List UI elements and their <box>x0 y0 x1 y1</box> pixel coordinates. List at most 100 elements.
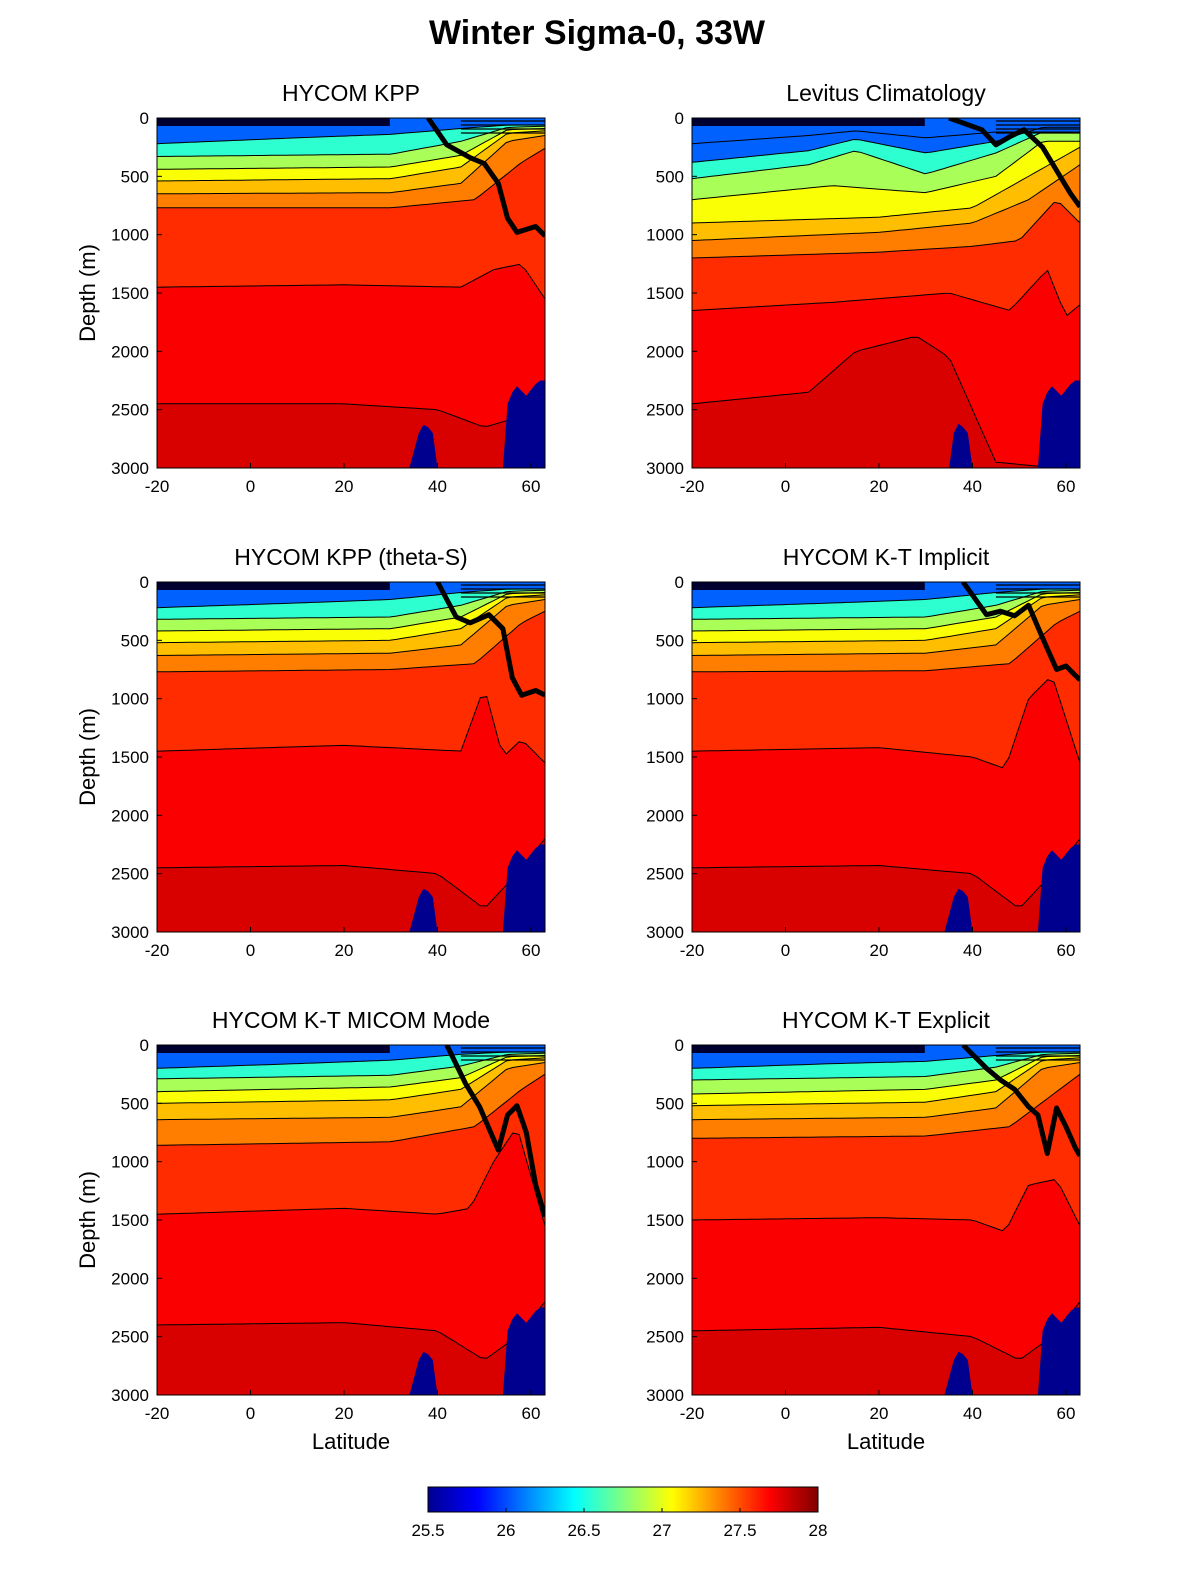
surface-layer <box>692 1045 925 1053</box>
isopycnal-line <box>692 164 1080 241</box>
isopycnal-line <box>157 592 545 632</box>
figure-title: Winter Sigma-0, 33W <box>429 14 766 52</box>
y-tick-label: 3000 <box>646 1386 684 1405</box>
seamount <box>944 1351 973 1395</box>
ridge-bathymetry <box>502 1307 545 1395</box>
surface-layer <box>692 118 925 126</box>
isopycnal-line <box>692 1052 1080 1081</box>
isopycnal-line <box>692 269 1080 317</box>
isopycnal-line <box>692 610 1080 673</box>
surface-layer <box>157 582 390 590</box>
mixed-layer-depth-line <box>444 1045 545 1218</box>
x-tick-label: 0 <box>781 477 790 496</box>
y-tick-label: 0 <box>140 573 149 592</box>
ridge-bathymetry <box>502 380 545 468</box>
isopycnal-line <box>157 1055 545 1093</box>
y-tick-label: 500 <box>121 1094 149 1113</box>
y-tick-label: 500 <box>121 167 149 186</box>
panel-title: Levitus Climatology <box>786 80 986 106</box>
isopycnal-line <box>157 610 545 673</box>
panel-2: Levitus Climatology -20 0 20 40 60 0 500 1000 150… <box>646 80 1081 496</box>
y-tick-label: 0 <box>675 1036 684 1055</box>
x-tick-label: -20 <box>145 941 170 960</box>
panel-title: HYCOM KPP <box>282 80 420 106</box>
colorbar-tick-label: 26.5 <box>567 1521 600 1540</box>
seamount <box>409 888 438 932</box>
ridge-bathymetry <box>1037 844 1080 932</box>
isopycnal-line <box>692 1301 1080 1359</box>
y-tick-label: 2500 <box>646 401 684 420</box>
isopycnal-line <box>157 594 545 644</box>
isopycnal-line <box>157 125 545 157</box>
panel-5: HYCOM K-T MICOM Mode -20 0 20 40 60 0 500 1000 15… <box>75 1007 546 1454</box>
x-tick-label: -20 <box>680 941 705 960</box>
y-tick-label: 1500 <box>111 1211 149 1230</box>
isopycnal-line <box>692 679 1080 769</box>
y-tick-label: 2500 <box>111 401 149 420</box>
x-tick-label: 60 <box>1057 1404 1076 1423</box>
y-tick-label: 500 <box>656 167 684 186</box>
isopycnal-line <box>157 263 545 300</box>
surface-layer <box>157 118 390 126</box>
y-tick-label: 1500 <box>646 748 684 767</box>
plot-area <box>692 582 1080 932</box>
x-tick-label: 20 <box>870 477 889 496</box>
surface-layer <box>692 582 925 590</box>
y-tick-label: 3000 <box>111 459 149 478</box>
x-tick-label: 0 <box>246 477 255 496</box>
surface-layer <box>157 1045 390 1053</box>
y-tick-label: 1000 <box>111 226 149 245</box>
plot-area <box>692 1045 1080 1395</box>
x-axis-label: Latitude <box>312 1429 390 1454</box>
x-tick-label: 60 <box>1057 477 1076 496</box>
isopycnal-line <box>157 588 545 609</box>
x-tick-label: 40 <box>428 477 447 496</box>
isopycnal-line <box>157 1057 545 1104</box>
panel-6: HYCOM K-T Explicit -20 0 20 40 60 0 500 1000 1500… <box>646 1007 1081 1454</box>
colorbar-gradient <box>427 1486 819 1513</box>
isopycnal-line <box>692 599 1080 656</box>
colorbar-tick-label: 26 <box>497 1521 516 1540</box>
isopycnal-line <box>157 838 545 907</box>
y-tick-label: 500 <box>656 1094 684 1113</box>
isopycnal-line <box>157 589 545 620</box>
x-tick-label: 20 <box>870 941 889 960</box>
plot-area <box>692 118 1080 468</box>
isopycnal-line <box>692 131 1080 180</box>
y-tick-label: 500 <box>656 631 684 650</box>
isopycnal-line <box>157 128 545 170</box>
isopycnal-line <box>692 201 1080 259</box>
isopycnal-line <box>692 146 1080 224</box>
x-tick-label: 60 <box>522 477 541 496</box>
y-tick-label: 3000 <box>111 1386 149 1405</box>
y-tick-label: 1500 <box>646 1211 684 1230</box>
y-tick-label: 2000 <box>111 342 149 361</box>
plot-area <box>157 118 545 468</box>
seamount <box>944 888 973 932</box>
x-tick-label: 40 <box>963 941 982 960</box>
isopycnal-line <box>692 1055 1080 1095</box>
isopycnal-line <box>692 1051 1080 1069</box>
colorbar-tick-label: 28 <box>809 1521 828 1540</box>
isopycnal-line <box>157 403 545 427</box>
colorbar-tick-label: 27.5 <box>723 1521 756 1540</box>
isopycnal-line <box>692 592 1080 632</box>
x-tick-label: 20 <box>870 1404 889 1423</box>
seamount <box>409 424 438 468</box>
isopycnal-line <box>157 124 545 145</box>
ridge-bathymetry <box>502 844 545 932</box>
seamount <box>949 423 973 468</box>
y-tick-label: 1000 <box>646 690 684 709</box>
colorbar-tick-label: 25.5 <box>411 1521 444 1540</box>
isopycnal-line <box>692 140 1080 201</box>
x-tick-label: 0 <box>246 941 255 960</box>
x-tick-label: 60 <box>522 941 541 960</box>
y-tick-label: 1500 <box>111 748 149 767</box>
isopycnal-line <box>157 1132 545 1226</box>
y-tick-label: 2500 <box>111 865 149 884</box>
y-tick-label: 3000 <box>111 923 149 942</box>
isopycnal-line <box>692 838 1080 907</box>
x-tick-label: 60 <box>522 1404 541 1423</box>
y-tick-label: 1000 <box>646 1153 684 1172</box>
x-tick-label: -20 <box>680 477 705 496</box>
